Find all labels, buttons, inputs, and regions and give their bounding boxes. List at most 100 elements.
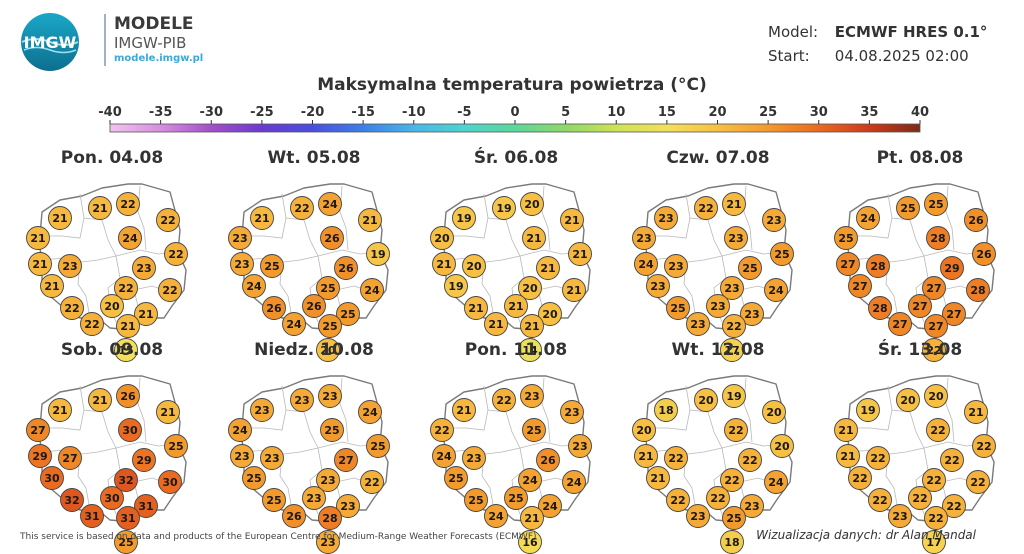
temperature-circle bbox=[538, 302, 562, 326]
temperature-bubble: 26 bbox=[320, 226, 344, 250]
temperature-circle bbox=[316, 468, 340, 492]
temperature-label: 20 bbox=[900, 394, 916, 407]
temperature-label: 22 bbox=[928, 512, 943, 525]
temperature-circle bbox=[334, 448, 358, 472]
voivodeship-border bbox=[446, 409, 489, 431]
temperature-label: 22 bbox=[872, 494, 887, 507]
temperature-circle bbox=[720, 468, 744, 492]
temperature-circle bbox=[562, 470, 586, 494]
temperature-bubble: 21 bbox=[834, 418, 858, 442]
temperature-label: 22 bbox=[496, 394, 511, 407]
temperature-label: 28 bbox=[870, 260, 885, 273]
temperature-label: 26 bbox=[324, 232, 340, 245]
temperature-label: 28 bbox=[930, 232, 945, 245]
temperature-label: 23 bbox=[232, 232, 247, 245]
temperature-bubble: 23 bbox=[228, 226, 252, 250]
temperature-label: 26 bbox=[540, 454, 556, 467]
temperature-bubble: 28 bbox=[866, 254, 890, 278]
temperature-label: 21 bbox=[566, 284, 581, 297]
temperature-circle bbox=[228, 418, 252, 442]
temperature-label: 22 bbox=[728, 424, 743, 437]
voivodeship-border bbox=[647, 447, 723, 455]
temperature-circle bbox=[740, 302, 764, 326]
temperature-circle bbox=[964, 400, 988, 424]
temperature-circle bbox=[646, 466, 670, 490]
voivodeship-border bbox=[281, 385, 319, 449]
visualization-credit: Wizualizacja danych: dr Alan Mandal bbox=[756, 528, 976, 542]
temperature-circle bbox=[430, 226, 454, 250]
temperature-bubble: 26 bbox=[536, 448, 560, 472]
voivodeship-border bbox=[849, 447, 925, 455]
voivodeship-border bbox=[243, 255, 319, 263]
temperature-label: 22 bbox=[726, 320, 741, 333]
temperature-bubble: 19 bbox=[366, 242, 390, 266]
temperature-circle bbox=[666, 488, 690, 512]
temperature-bubble: 21 bbox=[520, 506, 544, 530]
day-title: Sob. 09.08 bbox=[60, 340, 164, 360]
temperature-label: 20 bbox=[766, 406, 782, 419]
temperature-circle bbox=[242, 274, 266, 298]
temperature-label: 23 bbox=[636, 232, 651, 245]
temperature-label: 21 bbox=[92, 202, 107, 215]
temperature-bubble: 15 bbox=[114, 338, 138, 362]
voivodeship-border bbox=[685, 193, 723, 257]
temperature-bubble: 24 bbox=[318, 192, 342, 216]
temperature-label: 23 bbox=[690, 318, 705, 331]
voivodeship-border bbox=[244, 217, 287, 239]
temperature-circle bbox=[908, 294, 932, 318]
temperature-label: 30 bbox=[122, 424, 138, 437]
voivodeship-border bbox=[243, 447, 319, 455]
temperature-label: 21 bbox=[32, 258, 47, 271]
temperature-label: 25 bbox=[774, 248, 789, 261]
temperature-label: 23 bbox=[136, 262, 151, 275]
colorbar-tick-label: 5 bbox=[561, 105, 570, 120]
temperature-bubble: 21 bbox=[452, 398, 476, 422]
temperature-circle bbox=[360, 278, 384, 302]
voivodeship-border bbox=[685, 385, 723, 449]
temperature-bubble: 22 bbox=[922, 468, 946, 492]
temperature-label: 24 bbox=[286, 318, 302, 331]
temperature-bubble: 23 bbox=[632, 226, 656, 250]
temperature-circle bbox=[366, 434, 390, 458]
temperature-bubble: 28 bbox=[868, 296, 892, 320]
temperature-circle bbox=[738, 448, 762, 472]
brand-url[interactable]: modele.imgw.pl bbox=[114, 53, 204, 64]
temperature-bubble: 23 bbox=[686, 312, 710, 336]
temperature-label: 21 bbox=[254, 212, 269, 225]
temperature-circle bbox=[868, 296, 892, 320]
temperature-circle bbox=[40, 274, 64, 298]
temperature-circle bbox=[706, 486, 730, 510]
start-value: 04.08.2025 02:00 bbox=[834, 47, 969, 65]
temperature-bubble: 25 bbox=[722, 506, 746, 530]
temperature-circle bbox=[518, 276, 542, 300]
temperature-label: 20 bbox=[522, 282, 538, 295]
model-value: ECMWF HRES 0.1° bbox=[834, 23, 988, 41]
temperature-label: 23 bbox=[524, 390, 539, 403]
temperature-label: 30 bbox=[104, 492, 120, 505]
temperature-label: 21 bbox=[456, 404, 471, 417]
temperature-label: 20 bbox=[636, 424, 652, 437]
temperature-bubble: 27 bbox=[888, 312, 912, 336]
temperature-circle bbox=[164, 242, 188, 266]
temperature-label: 25 bbox=[468, 494, 483, 507]
temperature-circle bbox=[156, 400, 180, 424]
temperature-circle bbox=[230, 252, 254, 276]
temperature-label: 23 bbox=[744, 500, 759, 513]
temperature-label: 29 bbox=[136, 454, 151, 467]
temperature-bubble: 20 bbox=[518, 276, 542, 300]
voivodeship-border bbox=[137, 185, 147, 251]
temperature-bubble: 21 bbox=[504, 294, 528, 318]
temperature-circle bbox=[848, 274, 872, 298]
temperature-circle bbox=[26, 226, 50, 250]
temperature-label: 24 bbox=[768, 284, 784, 297]
temperature-bubble: 29 bbox=[132, 448, 156, 472]
temperature-bubble: 25 bbox=[444, 466, 468, 490]
temperature-label: 23 bbox=[650, 280, 665, 293]
temperature-label: 27 bbox=[912, 300, 927, 313]
logo-text: IMGW bbox=[24, 33, 77, 52]
temperature-label: 31 bbox=[138, 500, 153, 513]
temperature-bubble: 21 bbox=[88, 388, 112, 412]
temperature-circle bbox=[722, 314, 746, 338]
